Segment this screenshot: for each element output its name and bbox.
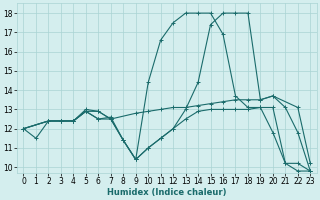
X-axis label: Humidex (Indice chaleur): Humidex (Indice chaleur) — [107, 188, 227, 197]
